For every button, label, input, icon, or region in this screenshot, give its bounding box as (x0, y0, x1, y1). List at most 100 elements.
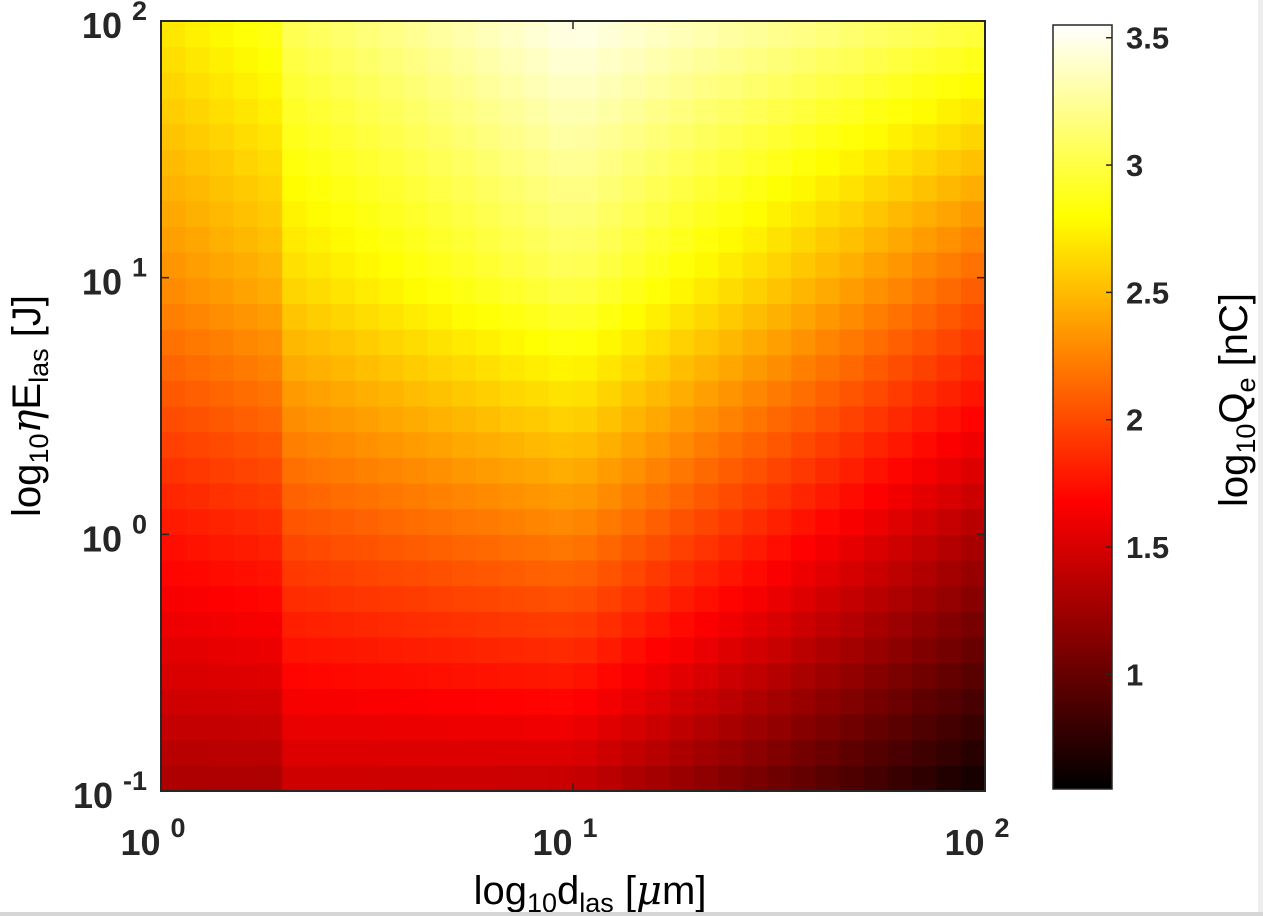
heatmap-cell (766, 226, 792, 253)
heatmap-cell (597, 21, 623, 48)
heatmap-cell (669, 534, 695, 561)
heatmap-cell (573, 688, 598, 715)
heatmap-cell (548, 483, 574, 510)
heatmap-cell (888, 483, 913, 510)
heatmap-cell (257, 585, 283, 612)
heatmap-cell (354, 123, 380, 150)
heatmap-cell (282, 765, 308, 792)
heatmap-cell (839, 200, 865, 227)
heatmap-cell (669, 611, 695, 638)
heatmap-cell (403, 585, 429, 612)
heatmap-cell (645, 560, 671, 587)
heatmap-cell (427, 431, 453, 458)
heatmap-cell (282, 380, 308, 407)
heatmap-cell (476, 739, 501, 766)
heatmap-cell (330, 765, 356, 792)
heatmap-cell (815, 277, 841, 304)
heatmap-cell (669, 175, 695, 202)
heatmap-cell (306, 98, 332, 125)
heatmap-cell (233, 739, 259, 766)
heatmap-cell (257, 175, 283, 202)
heatmap-cell (839, 508, 865, 535)
heatmap-cell (476, 662, 501, 689)
heatmap-cell (815, 226, 841, 253)
heatmap-cell (379, 175, 404, 202)
heatmap-cell (257, 637, 283, 664)
y-label-unit: [J] (5, 295, 49, 348)
heatmap-cell (524, 714, 550, 741)
heatmap-cell (185, 431, 211, 458)
heatmap-cell (573, 329, 598, 356)
heatmap-cell (403, 123, 429, 150)
heatmap-cell (621, 534, 647, 561)
heatmap-cell (815, 303, 841, 330)
heatmap-cell (233, 765, 259, 792)
heatmap-cell (257, 457, 283, 484)
heatmap-cell (645, 149, 671, 176)
heatmap-cell (573, 457, 598, 484)
heatmap-cell (863, 46, 889, 73)
heatmap-cell (161, 354, 186, 381)
heatmap-cell (742, 380, 768, 407)
heatmap-cell (863, 226, 889, 253)
heatmap-cell (645, 431, 671, 458)
heatmap-cell (863, 508, 889, 535)
heatmap-cell (500, 406, 526, 433)
heatmap-cell (476, 380, 501, 407)
heatmap-cell (306, 739, 332, 766)
heatmap-cell (282, 329, 308, 356)
colorbar-tick-label: 1.5 (1126, 530, 1169, 565)
heatmap-cell (500, 457, 526, 484)
heatmap-cell (912, 739, 938, 766)
heatmap-cell (403, 662, 429, 689)
heatmap-cell (621, 200, 647, 227)
heatmap-cell (306, 354, 332, 381)
heatmap-cell (573, 611, 598, 638)
heatmap-cell (306, 431, 332, 458)
heatmap-cell (330, 714, 356, 741)
heatmap-cell (621, 431, 647, 458)
heatmap-cell (427, 277, 453, 304)
heatmap-cell (524, 46, 550, 73)
heatmap-cell (476, 252, 501, 279)
heatmap-cell (597, 483, 623, 510)
heatmap-cell (209, 277, 235, 304)
heatmap-cell (669, 585, 695, 612)
heatmap-cell (573, 98, 598, 125)
heatmap-cell (306, 457, 332, 484)
heatmap-cell (451, 329, 477, 356)
heatmap-cell (185, 252, 211, 279)
heatmap-cell (524, 765, 550, 792)
heatmap-cell (742, 72, 768, 99)
heatmap-cell (257, 560, 283, 587)
heatmap-cell (161, 329, 186, 356)
heatmap-cell (354, 431, 380, 458)
heatmap-cell (257, 21, 283, 48)
heatmap-cell (403, 149, 429, 176)
heatmap-cell (306, 329, 332, 356)
heatmap-cell (257, 662, 283, 689)
heatmap-cell (500, 226, 526, 253)
heatmap-cell (548, 637, 574, 664)
heatmap-cell (863, 200, 889, 227)
heatmap-cell (936, 329, 962, 356)
heatmap-cell (791, 329, 816, 356)
heatmap-cell (597, 46, 623, 73)
heatmap-cell (815, 123, 841, 150)
heatmap-cell (209, 585, 235, 612)
heatmap-cell (718, 560, 744, 587)
heatmap-cell (427, 688, 453, 715)
heatmap-cell (621, 714, 647, 741)
heatmap-cell (209, 662, 235, 689)
heatmap-cell (403, 483, 429, 510)
heatmap-cell (427, 200, 453, 227)
heatmap-cell (379, 46, 404, 73)
heatmap-cell (766, 739, 792, 766)
heatmap-cell (863, 714, 889, 741)
heatmap-cell (597, 175, 623, 202)
y-label-prefix: log (5, 464, 49, 517)
heatmap-cell (476, 226, 501, 253)
heatmap-cell (524, 457, 550, 484)
heatmap-cell (257, 98, 283, 125)
heatmap-cell (451, 303, 477, 330)
